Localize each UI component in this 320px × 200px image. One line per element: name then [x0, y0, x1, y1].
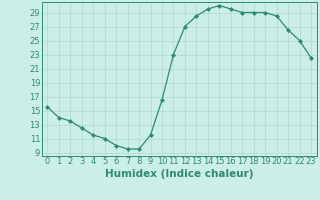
X-axis label: Humidex (Indice chaleur): Humidex (Indice chaleur) [105, 169, 253, 179]
